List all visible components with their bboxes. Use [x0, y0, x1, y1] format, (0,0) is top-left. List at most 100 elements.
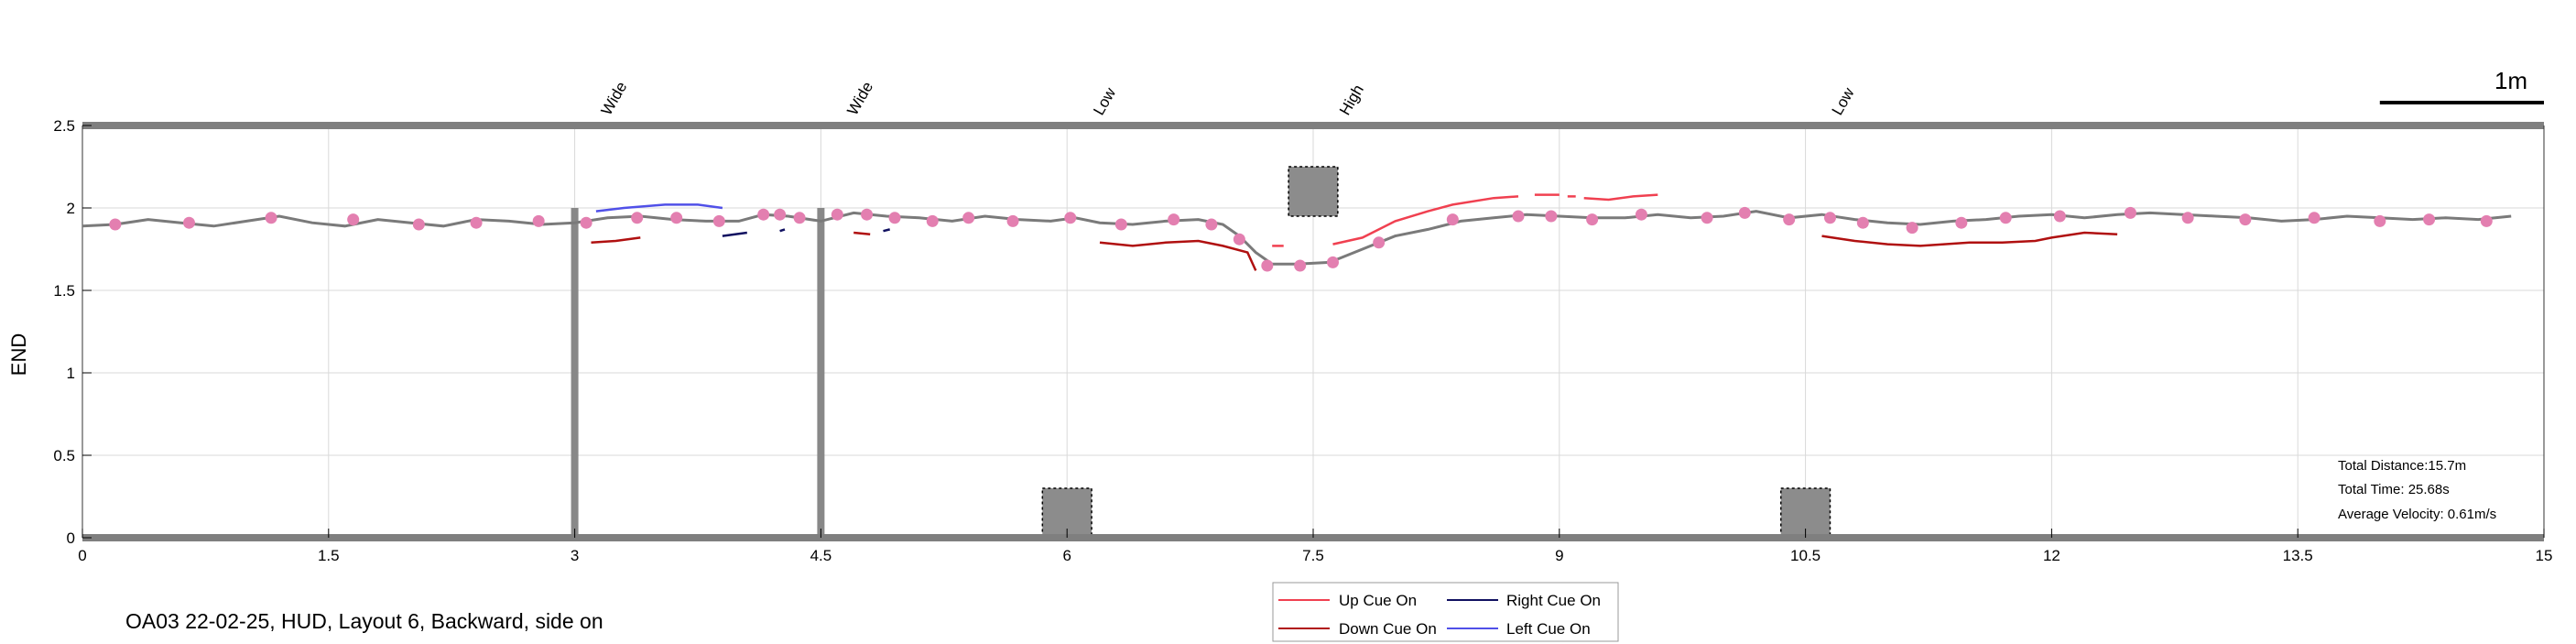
- trajectory-point: [470, 216, 483, 229]
- trajectory-point: [532, 214, 545, 227]
- trajectory-point: [1701, 212, 1713, 224]
- trajectory-point: [962, 212, 975, 224]
- trajectory-point: [1999, 212, 2012, 224]
- x-tick-label: 6: [1062, 547, 1071, 564]
- series-right-cue-on-segment: [883, 228, 891, 233]
- trajectory-point: [182, 216, 195, 229]
- trajectory-point: [1856, 216, 1869, 229]
- legend-label-left-cue: Left Cue On: [1506, 620, 1591, 638]
- legend: Up Cue On Right Cue On Down Cue On Left …: [1272, 582, 1619, 642]
- x-tick-label: 10.5: [1790, 547, 1821, 564]
- series-right-cue-on-segment: [722, 231, 747, 237]
- trajectory-point: [926, 214, 939, 227]
- trajectory-point: [2053, 210, 2066, 223]
- trajectory-point: [861, 208, 874, 221]
- trajectory-point: [1261, 259, 1274, 272]
- legend-label-down-cue: Down Cue On: [1339, 620, 1437, 638]
- x-tick-label: 0: [78, 547, 86, 564]
- obstacle-label: Wide: [598, 79, 631, 118]
- trajectory-point: [2124, 206, 2136, 219]
- trajectory-point: [1327, 256, 1340, 268]
- trajectory-point: [1738, 206, 1751, 219]
- series-layer: [82, 193, 2512, 272]
- trajectory-point: [1545, 210, 1558, 223]
- trajectory-point: [774, 208, 787, 221]
- trajectory-point: [1906, 222, 1918, 235]
- y-tick-label: 2: [67, 200, 75, 217]
- trajectory-point: [412, 218, 425, 231]
- y-tick-label: 1: [67, 365, 75, 382]
- total-time: Total Time: 25.68s: [2338, 482, 2450, 497]
- trajectory-point: [831, 208, 843, 221]
- total-distance: Total Distance:15.7m: [2338, 458, 2466, 474]
- trajectory-point: [2239, 213, 2252, 226]
- trajectory-point: [1114, 218, 1127, 231]
- series-down-cue-on-segment: [1821, 231, 2118, 247]
- obstacle-label: High: [1336, 82, 1367, 118]
- y-tick-label: 0.5: [53, 447, 75, 464]
- stats-box: Total Distance:15.7m Total Time: 25.68s …: [2338, 458, 2496, 522]
- y-tick-label: 2.5: [53, 117, 75, 135]
- obstacle-label: Low: [1090, 84, 1119, 118]
- series-trajectory: [82, 210, 2512, 266]
- legend-box: [1272, 582, 1619, 642]
- trajectory-point: [1955, 216, 1968, 229]
- scale-bar-label: 1m: [2494, 67, 2527, 94]
- obstacle-label: Low: [1829, 84, 1858, 118]
- series-down-cue-on-segment: [591, 236, 641, 245]
- average-velocity: Average Velocity: 0.61m/s: [2338, 507, 2496, 522]
- obstacles: Wide Wide Low High Low: [571, 79, 1858, 539]
- x-tick-label: 9: [1555, 547, 1563, 564]
- trajectory-point: [1446, 213, 1459, 226]
- trajectory-point: [1512, 210, 1525, 223]
- trajectory-point: [2374, 214, 2386, 227]
- trajectory-point: [631, 212, 644, 224]
- x-axis-ticks: 0 1.5 3 4.5 6 7.5 9 10.5 12 13.5 15: [78, 529, 2552, 564]
- trajectory-point: [1586, 213, 1599, 226]
- trajectory-point: [1294, 259, 1307, 272]
- trajectory-point: [1783, 213, 1796, 226]
- series-up-cue-on-segment: [1332, 195, 1519, 246]
- chart-footer-caption: OA03 22-02-25, HUD, Layout 6, Backward, …: [125, 609, 603, 633]
- x-tick-label: 15: [2536, 547, 2553, 564]
- trajectory-point: [1373, 236, 1386, 249]
- trajectory-point: [670, 212, 683, 224]
- series-left-cue-on-segment: [595, 203, 723, 213]
- trajectory-point: [712, 214, 725, 227]
- obstacle-high-box: [1288, 166, 1339, 217]
- series-down-cue-on-segment: [1099, 239, 1257, 271]
- legend-label-up-cue: Up Cue On: [1339, 592, 1417, 609]
- trajectory-point: [888, 212, 901, 224]
- legend-label-right-cue: Right Cue On: [1506, 592, 1601, 609]
- obstacle-label: Wide: [843, 79, 876, 118]
- trajectory-point: [109, 218, 122, 231]
- trajectory-point: [1168, 213, 1180, 226]
- x-tick-label: 4.5: [810, 547, 832, 564]
- series-right-cue-on-segment: [779, 228, 786, 233]
- trajectory-point: [2480, 214, 2493, 227]
- series-down-cue-on-segment: [853, 231, 871, 236]
- trajectory-point: [1006, 214, 1019, 227]
- trajectory-point: [580, 216, 592, 229]
- y-tick-label: 1.5: [53, 282, 75, 300]
- trajectory-point: [1823, 212, 1836, 224]
- scale-bar: 1m: [2379, 67, 2544, 104]
- trajectory-point: [347, 213, 360, 226]
- trajectory-point: [1205, 218, 1218, 231]
- trajectory-point: [1233, 233, 1245, 246]
- x-tick-label: 13.5: [2283, 547, 2313, 564]
- trajectory-point: [757, 208, 770, 221]
- y-axis-label: END: [7, 333, 30, 376]
- x-tick-label: 3: [571, 547, 579, 564]
- y-axis-ticks: 0 0.5 1 1.5 2 2.5: [53, 117, 92, 547]
- trajectory-point: [1635, 208, 1647, 221]
- trajectory-point: [1064, 212, 1077, 224]
- x-tick-label: 7.5: [1302, 547, 1324, 564]
- trajectory-point: [2181, 212, 2194, 224]
- trajectory-point: [265, 212, 277, 224]
- trajectory-point: [793, 212, 806, 224]
- x-tick-label: 12: [2043, 547, 2060, 564]
- x-tick-label: 1.5: [318, 547, 340, 564]
- y-tick-label: 0: [67, 529, 75, 547]
